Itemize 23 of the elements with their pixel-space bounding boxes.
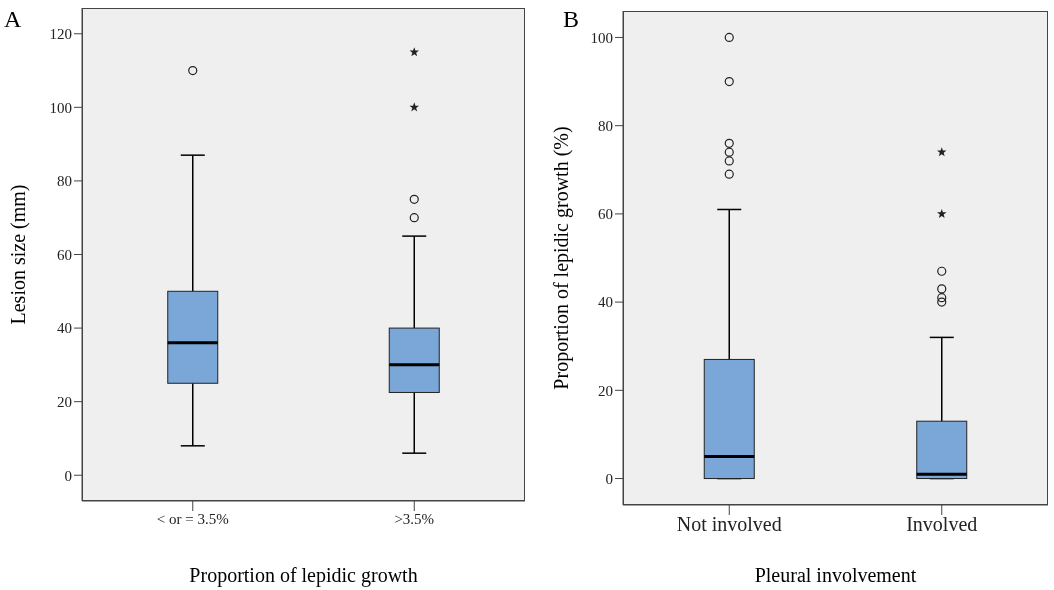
x-tick-label: Not involved bbox=[676, 513, 782, 536]
y-tick-label: 40 bbox=[57, 320, 72, 337]
y-tick-label: 40 bbox=[598, 294, 613, 311]
y-tick-label: 20 bbox=[598, 382, 613, 399]
x-axis-title: Proportion of lepidic growth bbox=[189, 564, 418, 587]
y-tick-label: 20 bbox=[57, 393, 72, 410]
y-tick-label: 120 bbox=[49, 26, 72, 43]
y-tick-label: 80 bbox=[598, 118, 613, 134]
y-tick-label: 100 bbox=[590, 29, 613, 46]
y-tick-label: 100 bbox=[49, 99, 72, 116]
x-tick-label: < or = 3.5% bbox=[156, 510, 229, 527]
y-axis-title: Lesion size (mm) bbox=[7, 184, 31, 325]
x-axis-title: Pleural involvement bbox=[754, 564, 917, 586]
text: A bbox=[4, 6, 22, 33]
y-tick-label: 0 bbox=[605, 470, 613, 487]
x-tick-label: >3.5% bbox=[394, 510, 435, 527]
text: B bbox=[563, 6, 580, 33]
y-tick-label: 60 bbox=[598, 206, 613, 223]
y-tick-label: 80 bbox=[57, 173, 72, 190]
y-tick-label: 60 bbox=[57, 246, 72, 263]
y-tick-label: 0 bbox=[64, 467, 72, 484]
y-axis-title: Proportion of lepidic growth (%) bbox=[550, 126, 574, 390]
x-tick-label: Involved bbox=[906, 513, 978, 536]
